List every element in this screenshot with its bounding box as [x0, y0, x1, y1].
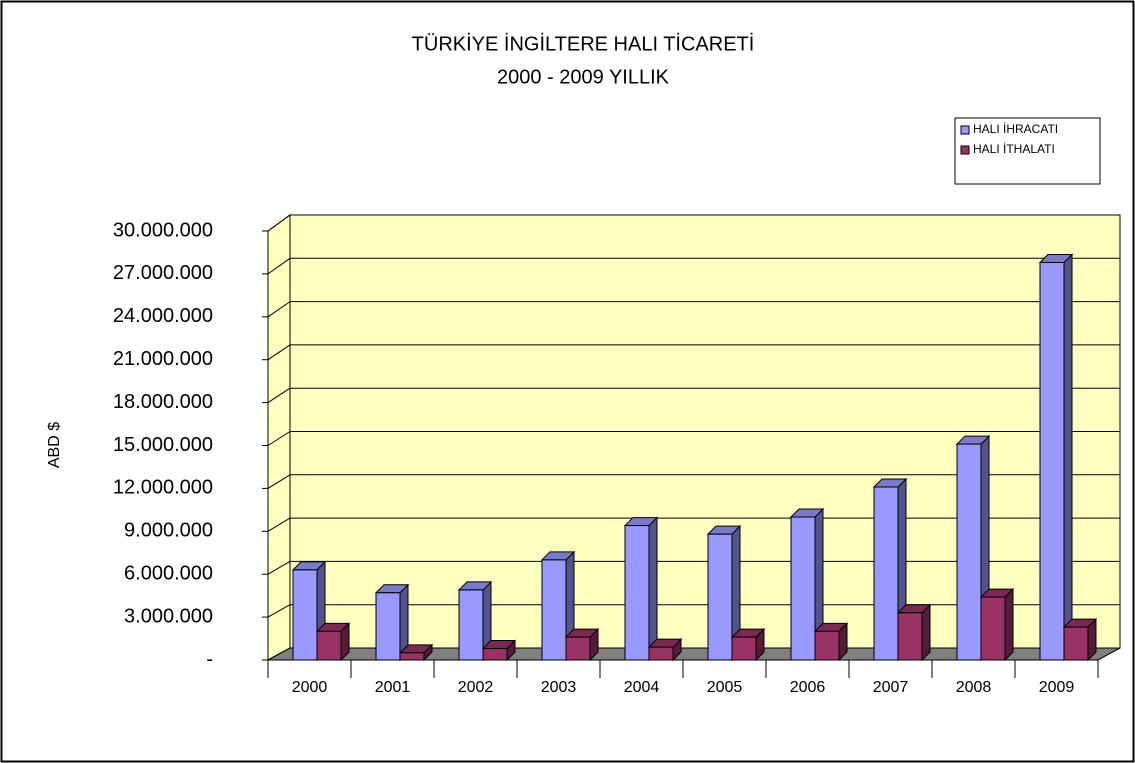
bar [897, 612, 923, 661]
grid-line [267, 474, 291, 489]
x-tick-label: 2009 [1039, 679, 1075, 696]
bar [1063, 626, 1089, 661]
bar [956, 443, 982, 661]
y-tick-label: 9.000.000 [124, 520, 213, 542]
x-tick-label: 2006 [790, 679, 826, 696]
y-tick-label: 30.000.000 [113, 219, 213, 241]
grid-line [267, 344, 291, 361]
legend-swatch [960, 145, 970, 155]
bar [482, 648, 508, 661]
bar [873, 486, 899, 661]
bar [541, 559, 567, 661]
grid-line [267, 387, 291, 404]
bar [458, 589, 484, 661]
bar [292, 569, 318, 661]
side-wall [267, 214, 291, 661]
grid-line [267, 517, 291, 532]
y-tick-label: 6.000.000 [124, 562, 213, 584]
bar [731, 636, 757, 661]
bar [375, 592, 401, 661]
legend-box [954, 117, 1101, 185]
legend-label: HALI İTHALATI [973, 142, 1055, 156]
x-tick-label: 2002 [458, 679, 494, 696]
y-tick-label: 21.000.000 [113, 348, 213, 370]
grid-line [267, 301, 291, 318]
y-tick-label: 18.000.000 [113, 391, 213, 413]
chart-title: TÜRKİYE İNGİLTERE HALI TİCARETİ [412, 32, 755, 55]
bar [1039, 261, 1065, 661]
y-axis-title: ABD $ [46, 422, 63, 468]
bar [316, 630, 342, 661]
bar [980, 596, 1006, 661]
y-tick-label: 27.000.000 [113, 262, 213, 284]
x-tick-label: 2000 [292, 679, 328, 696]
x-tick-label: 2001 [375, 679, 411, 696]
x-tick-label: 2004 [624, 679, 660, 696]
grid-line [267, 560, 291, 575]
bar [624, 525, 650, 661]
legend-swatch [960, 125, 970, 135]
grid-line [267, 431, 291, 446]
y-tick-label: 3.000.000 [124, 605, 213, 627]
x-tick-label: 2005 [707, 679, 743, 696]
bar-side [648, 516, 658, 662]
bar [399, 652, 425, 661]
bar [565, 636, 591, 661]
legend-label: HALI İHRACATI [973, 122, 1058, 136]
x-tick-label: 2007 [873, 679, 909, 696]
chart-subtitle: 2000 - 2009 YILLIK [497, 66, 670, 88]
y-tick-label: - [206, 648, 213, 670]
grid-line [267, 214, 291, 232]
bar-side [1063, 253, 1073, 662]
y-tick-label: 12.000.000 [113, 477, 213, 499]
bar-side [921, 603, 931, 662]
x-tick-label: 2008 [956, 679, 992, 696]
x-tick-label: 2003 [541, 679, 577, 696]
bar [648, 646, 674, 661]
grid-line [267, 257, 291, 275]
y-tick-label: 15.000.000 [113, 434, 213, 456]
bar [707, 533, 733, 661]
bar [790, 516, 816, 661]
bar [814, 630, 840, 661]
bar-side [1004, 587, 1014, 662]
grid-line [267, 604, 291, 618]
y-tick-label: 24.000.000 [113, 305, 213, 327]
